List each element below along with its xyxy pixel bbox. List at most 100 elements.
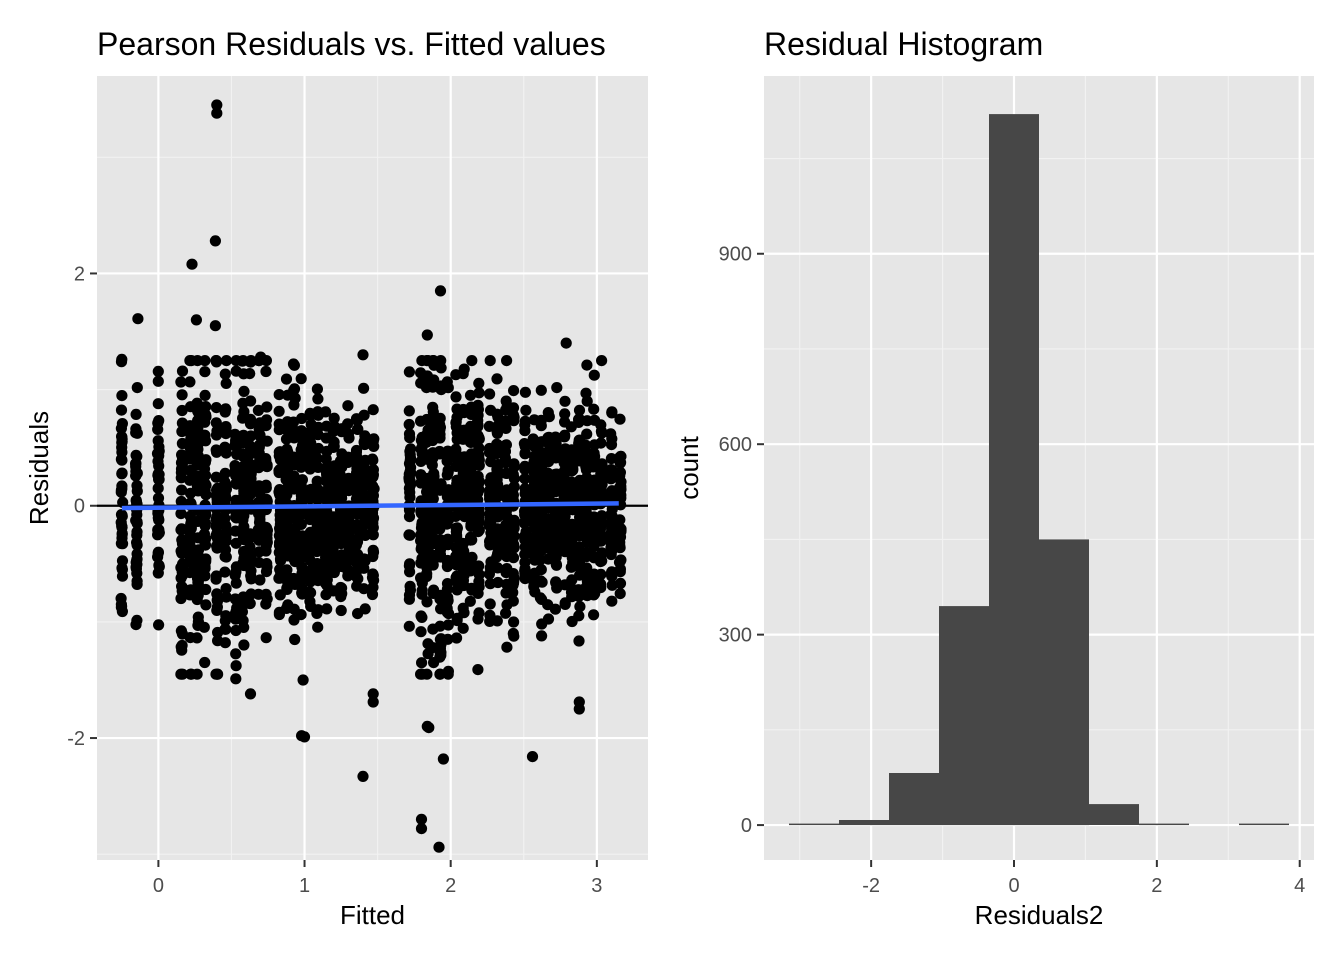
scatter-point	[404, 491, 416, 503]
scatter-point	[441, 560, 453, 573]
scatter-point	[237, 514, 249, 526]
scatter-point	[359, 603, 371, 615]
scatter-point	[230, 648, 242, 660]
scatter-point	[451, 632, 463, 644]
scatter-point	[200, 533, 212, 545]
histogram-bar	[789, 823, 839, 826]
scatter-point	[542, 613, 555, 625]
scatter-point	[559, 395, 571, 407]
scatter-point	[559, 510, 571, 522]
scatter-point	[527, 433, 539, 445]
scatter-point	[473, 377, 485, 389]
scatter-point	[535, 420, 547, 432]
scatter-point	[320, 453, 332, 465]
scatter-point	[595, 425, 608, 437]
scatter-point	[404, 558, 416, 570]
scatter-point	[466, 355, 478, 367]
scatter-point	[473, 516, 485, 528]
scatter-point	[614, 588, 626, 600]
scatter-point	[311, 452, 323, 465]
scatter-point	[508, 481, 520, 493]
scatter-point	[152, 482, 164, 494]
scatter-point	[244, 483, 256, 496]
scatter-point	[237, 615, 249, 627]
scatter-point	[211, 484, 223, 496]
scatter-point	[367, 544, 379, 556]
scatter-point	[542, 407, 554, 419]
scatter-point	[261, 561, 273, 573]
scatter-point	[491, 423, 503, 435]
scatter-point	[466, 551, 478, 564]
scatter-point	[404, 566, 416, 578]
scatter-point	[211, 425, 223, 437]
scatter-point	[434, 668, 446, 680]
scatter-point	[588, 403, 600, 415]
scatter-point	[559, 431, 571, 443]
scatter-point	[520, 404, 532, 416]
scatter-point	[473, 451, 485, 463]
scatter-point	[335, 486, 347, 498]
scatter-point	[614, 577, 627, 590]
scatter-point	[594, 556, 607, 568]
scatter-point	[551, 382, 563, 394]
scatter-point	[304, 595, 316, 608]
scatter-y-axis-label: Residuals	[24, 411, 54, 525]
scatter-point	[175, 545, 187, 557]
scatter-point	[491, 447, 503, 460]
scatter-point	[191, 593, 203, 606]
scatter-outlier-point	[116, 353, 128, 365]
scatter-point	[427, 493, 439, 505]
scatter-point	[244, 440, 256, 452]
scatter-point	[450, 391, 462, 403]
scatter-point	[473, 433, 485, 445]
scatter-point	[491, 615, 503, 627]
scatter-point	[176, 484, 188, 496]
scatter-point	[457, 602, 469, 614]
scatter-point	[508, 458, 520, 470]
scatter-outlier-point	[230, 673, 242, 685]
scatter-point	[230, 577, 242, 589]
scatter-point	[358, 553, 370, 565]
scatter-point	[199, 355, 211, 367]
scatter-point	[220, 355, 232, 367]
scatter-point	[238, 385, 250, 397]
scatter-outlier-point	[415, 823, 428, 835]
scatter-point	[507, 586, 519, 599]
scatter-point	[260, 598, 272, 610]
scatter-point	[244, 418, 257, 430]
scatter-point	[536, 630, 548, 642]
scatter-point	[260, 415, 272, 427]
scatter-point	[153, 415, 165, 427]
scatter-point	[473, 387, 485, 399]
scatter-point	[176, 425, 188, 438]
scatter-point	[273, 389, 285, 401]
scatter-point	[312, 406, 324, 418]
scatter-point	[367, 488, 379, 500]
scatter-point	[359, 529, 371, 541]
scatter-point	[614, 514, 626, 526]
scatter-point	[152, 546, 164, 558]
scatter-point	[230, 660, 242, 672]
scatter-point	[342, 520, 354, 533]
scatter-point	[131, 382, 143, 394]
scatter-point	[606, 407, 618, 419]
scatter-point	[595, 582, 607, 594]
scatter-point	[507, 595, 519, 607]
scatter-point	[244, 541, 256, 553]
scatter-point	[507, 568, 519, 580]
scatter-point	[358, 409, 370, 421]
scatter-point	[261, 435, 273, 447]
scatter-point	[507, 552, 520, 564]
scatter-point	[153, 526, 165, 538]
scatter-point	[403, 474, 415, 487]
scatter-point	[130, 619, 142, 631]
scatter-point	[117, 496, 129, 508]
scatter-point	[176, 389, 188, 401]
scatter-point	[605, 541, 617, 554]
scatter-point	[441, 583, 453, 595]
scatter-point	[466, 534, 478, 546]
scatter-point	[342, 428, 354, 440]
scatter-point	[427, 559, 439, 571]
scatter-point	[508, 411, 520, 424]
scatter-point	[550, 438, 562, 450]
